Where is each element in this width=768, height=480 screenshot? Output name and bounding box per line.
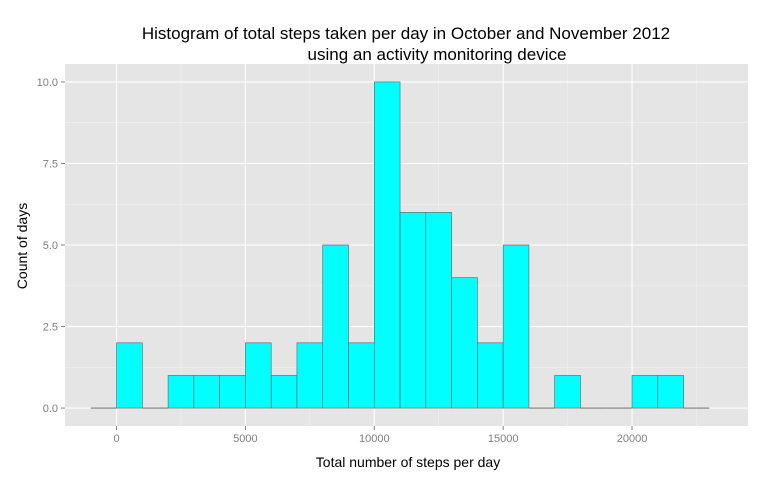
x-tick-label: 10000 [359,433,390,445]
histogram-bar [502,244,530,409]
y-tick-label: 2.5 [43,322,58,334]
histogram-bar [348,342,375,409]
x-tick-label: 5000 [233,433,257,445]
histogram-bar [451,277,478,409]
histogram-bar [554,375,581,409]
histogram-bar [631,375,659,409]
histogram-bar [296,342,324,409]
histogram-bar [477,342,504,409]
histogram-bars [90,81,710,409]
x-tick-label: 15000 [488,433,519,445]
histogram-bar [270,375,298,409]
histogram-bar [219,375,246,409]
x-tick-label: 0 [113,433,119,445]
histogram-bar [373,81,401,409]
histogram-bar [245,342,272,409]
histogram-bar [657,375,684,409]
y-axis-title: Count of days [14,203,30,289]
y-tick-label: 5.0 [43,240,58,252]
x-axis-title: Total number of steps per day [316,454,500,470]
y-axis-ticks: 0.0 2.5 5.0 7.5 10.0 [37,77,65,415]
chart-title-line-1: Histogram of total steps taken per day i… [142,24,670,43]
histogram-bar [399,212,427,409]
histogram-bar [322,244,349,409]
histogram-bar [425,212,452,409]
y-tick-label: 7.5 [43,158,58,170]
chart-title-line-2: using an activity monitoring device [308,45,567,64]
y-tick-label: 10.0 [37,77,58,89]
histogram-bar [193,375,220,409]
histogram-bar [167,375,195,409]
y-tick-label: 0.0 [43,403,58,415]
x-axis-ticks: 0 5000 10000 15000 20000 [113,426,647,445]
histogram-bar [116,342,143,409]
x-tick-label: 20000 [617,433,648,445]
